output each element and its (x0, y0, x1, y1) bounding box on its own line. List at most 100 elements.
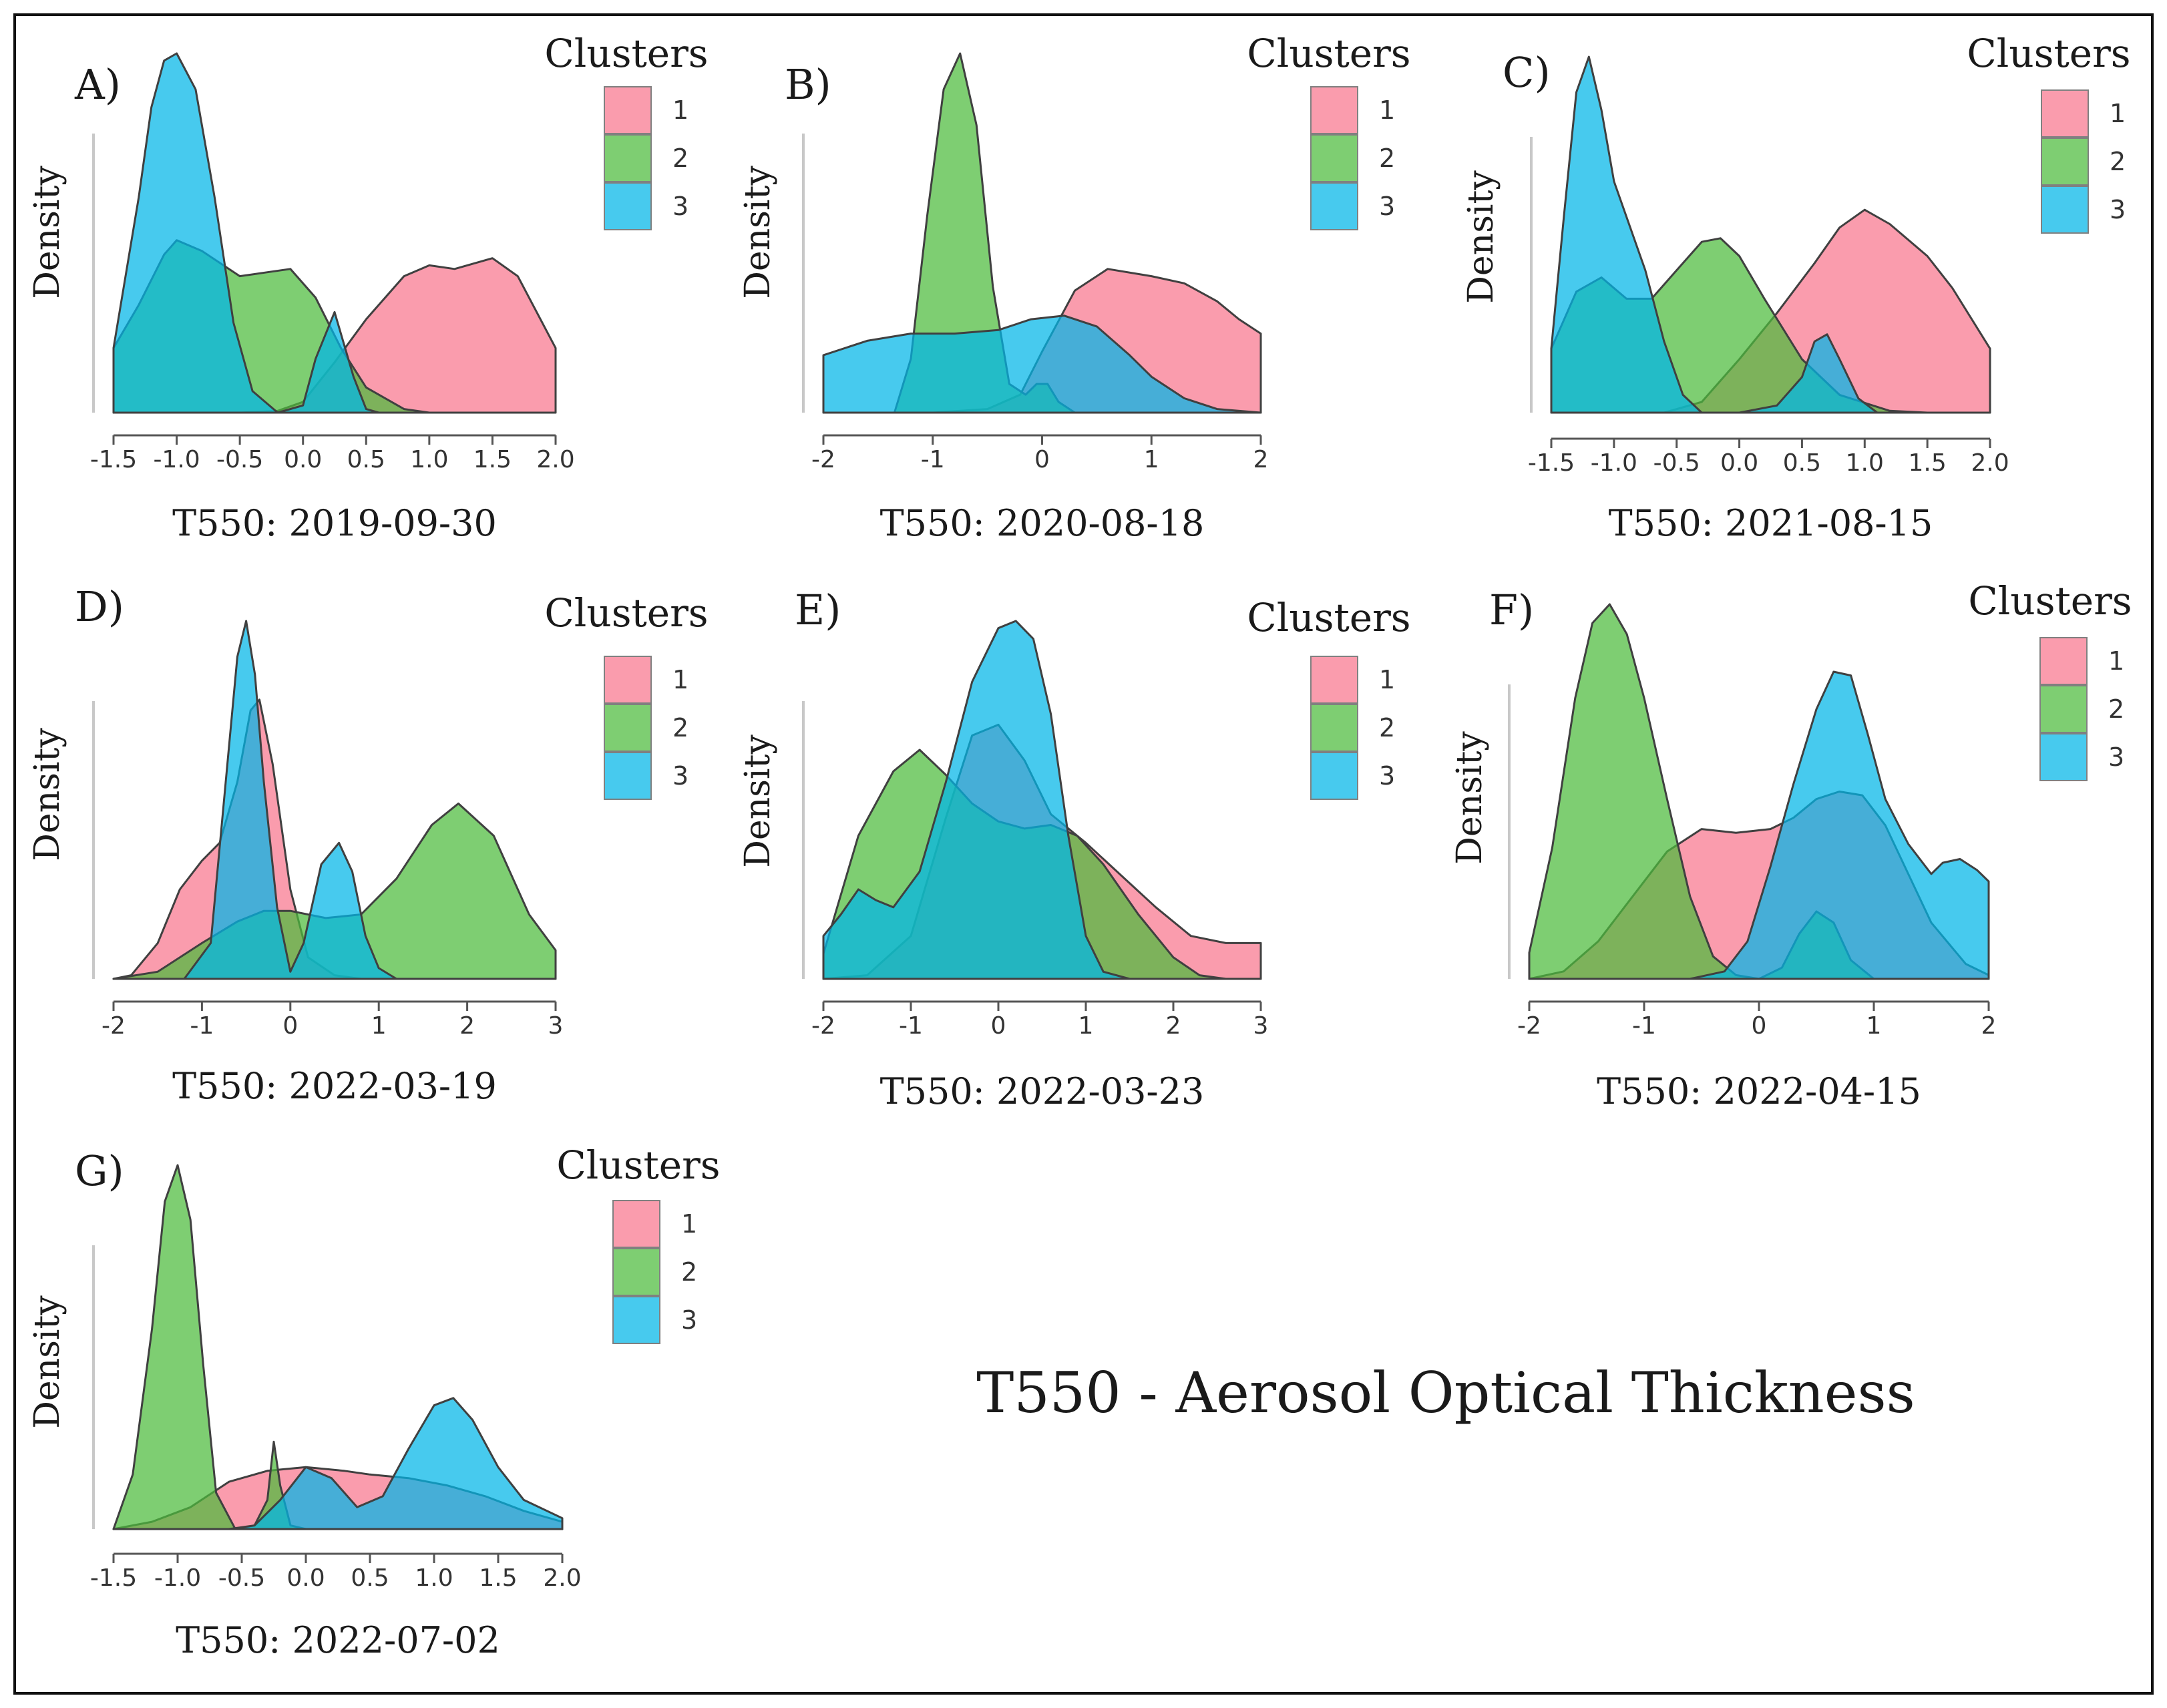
legend-swatch-cluster-2 (1310, 134, 1358, 182)
legend-entry-label: 1 (1379, 665, 1395, 694)
density-area-cluster-3 (1528, 670, 1990, 980)
x-axis-label: T550: 2021-08-15 (1609, 502, 1933, 544)
density-area-cluster-3 (822, 620, 1262, 980)
x-tick-label: 0.5 (347, 446, 385, 473)
x-tick-label: -2 (102, 1012, 126, 1040)
legend-entry-label: 2 (1379, 144, 1395, 173)
legend-swatch-cluster-1 (1310, 86, 1358, 134)
y-axis-label: Density (1461, 170, 1501, 304)
panel-letter: A) (74, 60, 121, 109)
x-tick-label: 1 (1078, 1012, 1094, 1040)
density-area-cluster-3 (1550, 55, 1991, 414)
x-tick-label: 2.0 (1971, 449, 2009, 477)
chart-panel: -2 -1 0 1 2 3 D) Density T550: 2022-03-19 Cluster… (27, 582, 709, 1107)
x-tick-label: -1.5 (1528, 449, 1575, 477)
x-tick-label: 2 (1166, 1012, 1181, 1040)
legend-entry-label: 1 (672, 665, 688, 694)
chart-panel: -1.5 -1.0 -0.5 0.0 0.5 1.0 1.5 2.0 G) Density T550… (27, 1142, 721, 1661)
legend-entry-label: 1 (681, 1209, 697, 1239)
y-axis-label: Density (27, 166, 67, 299)
x-tick-label: 0.5 (351, 1564, 389, 1592)
density-area-cluster-3 (112, 52, 557, 414)
legend-swatch-cluster-3 (2039, 733, 2088, 781)
legend-swatch-cluster-2 (2041, 138, 2089, 186)
chart-panel: -2 -1 0 1 2 B) Density T550: 2020-08-18 Clusters… (738, 31, 1411, 544)
x-tick-label: -2 (811, 1012, 835, 1040)
x-tick-label: -0.5 (216, 446, 263, 473)
x-tick-label: 0 (991, 1012, 1006, 1040)
y-axis-label: Density (738, 166, 778, 299)
legend-swatch-cluster-3 (604, 752, 652, 800)
legend-swatch-cluster-2 (604, 134, 652, 182)
x-tick-label: 0 (1752, 1012, 1767, 1040)
x-axis-label: T550: 2020-08-18 (880, 502, 1205, 544)
x-tick-label: 0.5 (1783, 449, 1821, 477)
legend-swatch-cluster-3 (604, 182, 652, 230)
legend-entry-label: 3 (2108, 742, 2124, 772)
x-tick-label: 3 (548, 1012, 564, 1040)
legend-title: Clusters (1247, 31, 1410, 76)
x-tick-label: -1 (899, 1012, 923, 1040)
x-tick-label: -1 (921, 446, 945, 473)
legend-title: Clusters (544, 31, 708, 76)
panel-letter: G) (75, 1146, 124, 1195)
x-tick-label: -2 (811, 446, 835, 473)
panel-letter: E) (795, 586, 841, 634)
legend-entry-label: 2 (1379, 713, 1395, 742)
x-tick-label: -1.0 (1591, 449, 1637, 477)
x-tick-label: -1.0 (153, 446, 200, 473)
x-tick-label: -1 (190, 1012, 214, 1040)
x-tick-label: 2 (1981, 1012, 1997, 1040)
x-axis-label: T550: 2022-04-15 (1597, 1070, 1921, 1112)
x-tick-label: 3 (1253, 1012, 1269, 1040)
x-tick-label: 1 (1144, 446, 1159, 473)
legend-entry-label: 3 (672, 192, 688, 221)
x-axis-label: T550: 2022-03-19 (172, 1065, 497, 1107)
legend-entry-label: 2 (672, 713, 688, 742)
y-axis-label: Density (27, 1295, 67, 1429)
legend-entry-label: 2 (2108, 694, 2124, 724)
legend-entry-label: 2 (2110, 147, 2126, 176)
legend-title: Clusters (556, 1142, 720, 1188)
legend-entry-label: 3 (1379, 761, 1395, 791)
x-tick-label: -1.5 (90, 446, 137, 473)
x-tick-label: -1 (1632, 1012, 1656, 1040)
legend-swatch-cluster-3 (612, 1296, 660, 1344)
legend-swatch-cluster-3 (1310, 182, 1358, 230)
legend-entry-label: 2 (681, 1257, 697, 1287)
legend-entry-label: 2 (672, 144, 688, 173)
legend-entry-label: 1 (1379, 95, 1395, 125)
panel-letter: C) (1503, 48, 1551, 97)
x-axis-label: T550: 2019-09-30 (172, 502, 497, 544)
legend-title: Clusters (1968, 578, 2132, 624)
x-tick-label: 0.0 (1720, 449, 1758, 477)
x-tick-label: 0.0 (286, 1564, 325, 1592)
x-tick-label: 1.5 (473, 446, 512, 473)
legend-swatch-cluster-2 (1310, 704, 1358, 752)
panel-letter: F) (1489, 586, 1534, 634)
legend-entry-label: 1 (2108, 646, 2124, 676)
x-tick-label: 1.0 (410, 446, 448, 473)
legend-entry-label: 3 (1379, 192, 1395, 221)
legend-title: Clusters (544, 590, 708, 636)
x-tick-label: 2.0 (543, 1564, 581, 1592)
x-tick-label: 0 (1034, 446, 1050, 473)
legend-entry-label: 1 (672, 95, 688, 125)
panel-letter: D) (75, 582, 124, 631)
x-tick-label: 1 (371, 1012, 387, 1040)
legend-swatch-cluster-1 (604, 656, 652, 704)
legend-swatch-cluster-2 (2039, 685, 2088, 733)
legend-swatch-cluster-1 (2041, 89, 2089, 138)
legend-swatch-cluster-2 (604, 704, 652, 752)
legend-swatch-cluster-1 (604, 86, 652, 134)
x-tick-label: 1.5 (479, 1564, 517, 1592)
x-tick-label: 2 (1253, 446, 1269, 473)
x-tick-label: 1 (1866, 1012, 1882, 1040)
x-axis-label: T550: 2022-03-23 (880, 1070, 1205, 1112)
x-tick-label: 1.0 (415, 1564, 453, 1592)
x-tick-label: -1.0 (154, 1564, 201, 1592)
legend-swatch-cluster-2 (612, 1248, 660, 1296)
chart-panel: -2 -1 0 1 2 F) Density T550: 2022-04-15 Clusters… (1450, 578, 2132, 1112)
legend-entry-label: 1 (2110, 99, 2126, 128)
